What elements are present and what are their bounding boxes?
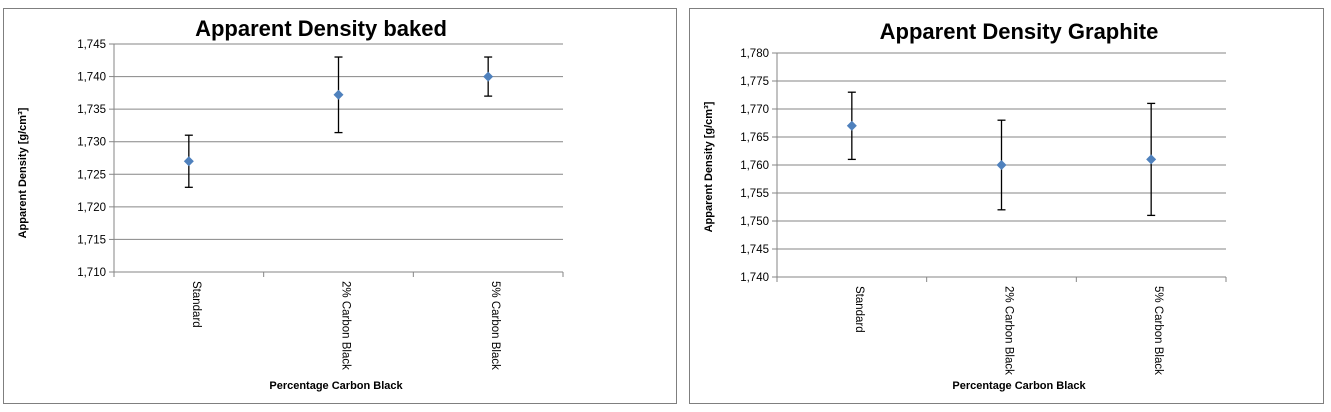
y-tick-label: 1,780 [740, 48, 769, 60]
plot-area: 1,740 1,745 1,750 1,755 1,760 1,765 1,770 1,775… [740, 48, 1227, 375]
data-point-marker [846, 120, 857, 131]
y-tick-label: 1,725 [77, 169, 106, 181]
y-axis-title: Apparent Density [g/cm³] [703, 101, 715, 232]
data-point-marker [1146, 154, 1157, 165]
x-axis-title: Percentage Carbon Black [952, 380, 1086, 392]
plot-area: 1,710 1,715 1,720 1,725 1,730 1,735 1,740 1,745… [77, 39, 564, 370]
x-category-label: 5% Carbon Black [1152, 286, 1164, 375]
y-tick-label: 1,710 [77, 267, 106, 279]
chart-title: Apparent Density baked [195, 16, 447, 41]
y-tick-label: 1,715 [77, 234, 106, 246]
data-point-marker [996, 160, 1007, 170]
chart-title: Apparent Density Graphite [880, 19, 1159, 44]
chart-1-svg: Apparent Density baked Apparent Density … [17, 16, 564, 392]
y-tick-label: 1,745 [77, 39, 106, 51]
y-tick-label: 1,765 [740, 132, 769, 144]
x-category-label: Standard [853, 286, 865, 333]
chart-panel-apparent-density-graphite: Apparent Density Graphite Apparent Densi… [689, 8, 1324, 404]
y-tick-label: 1,775 [740, 76, 769, 88]
y-tick-label: 1,770 [740, 104, 769, 116]
data-point-marker [483, 71, 494, 82]
y-tick-label: 1,730 [77, 137, 106, 149]
y-tick-label: 1,740 [77, 72, 106, 84]
x-axis-title: Percentage Carbon Black [269, 380, 403, 392]
x-category-label: 2% Carbon Black [340, 281, 352, 370]
y-tick-label: 1,750 [740, 216, 769, 228]
x-category-label: 5% Carbon Black [489, 281, 501, 370]
data-point-marker [183, 156, 194, 167]
y-tick-label: 1,740 [740, 272, 769, 284]
y-axis-title: Apparent Density [g/cm³] [17, 107, 29, 238]
data-point-marker [333, 89, 344, 100]
y-tick-label: 1,745 [740, 244, 769, 256]
y-tick-label: 1,760 [740, 160, 769, 172]
x-category-label: Standard [190, 281, 202, 328]
chart-panel-apparent-density-baked: Apparent Density baked Apparent Density … [3, 8, 677, 404]
y-tick-label: 1,735 [77, 104, 106, 116]
y-tick-label: 1,720 [77, 202, 106, 214]
y-tick-label: 1,755 [740, 188, 769, 200]
x-category-label: 2% Carbon Black [1003, 286, 1015, 375]
chart-2-svg: Apparent Density Graphite Apparent Densi… [703, 19, 1227, 392]
